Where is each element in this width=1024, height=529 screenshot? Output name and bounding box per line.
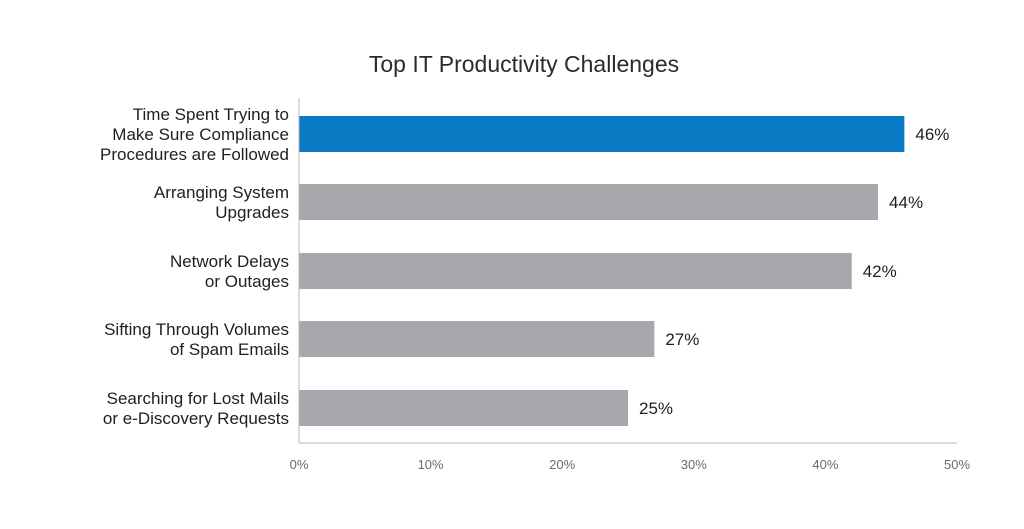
x-axis-ticks: 0% 10% 20% 30% 40% 50%	[290, 457, 971, 472]
bars-layer	[299, 116, 905, 426]
bar-1	[299, 184, 879, 220]
category-label-0-line-1: Make Sure Compliance	[112, 125, 289, 144]
bar-3	[299, 321, 655, 357]
category-label-1-line-1: Upgrades	[215, 203, 289, 222]
category-label-4-line-0: Searching for Lost Mails	[107, 389, 289, 408]
bar-4	[299, 390, 628, 426]
x-tick-label-5: 50%	[944, 457, 970, 472]
x-tick-label-2: 20%	[549, 457, 575, 472]
category-label-0-line-0: Time Spent Trying to	[133, 105, 289, 124]
chart-title: Top IT Productivity Challenges	[369, 51, 679, 77]
category-label-3-line-0: Sifting Through Volumes	[104, 320, 289, 339]
bar-0	[299, 116, 905, 152]
x-tick-label-3: 30%	[681, 457, 707, 472]
value-labels: 46% 44% 42% 27% 25%	[639, 125, 949, 418]
x-tick-label-1: 10%	[418, 457, 444, 472]
category-label-2-line-0: Network Delays	[170, 252, 289, 271]
category-label-1-line-0: Arranging System	[154, 183, 289, 202]
value-label-4: 25%	[639, 399, 673, 418]
value-label-1: 44%	[889, 193, 923, 212]
x-tick-label-0: 0%	[290, 457, 309, 472]
bar-2	[299, 253, 852, 289]
category-label-4-line-1: or e-Discovery Requests	[103, 409, 289, 428]
value-label-0: 46%	[915, 125, 949, 144]
category-label-2-line-1: or Outages	[205, 272, 289, 291]
category-label-3-line-1: of Spam Emails	[170, 340, 289, 359]
x-tick-label-4: 40%	[812, 457, 838, 472]
value-label-3: 27%	[665, 330, 699, 349]
value-label-2: 42%	[863, 262, 897, 281]
category-label-0-line-2: Procedures are Followed	[100, 145, 289, 164]
